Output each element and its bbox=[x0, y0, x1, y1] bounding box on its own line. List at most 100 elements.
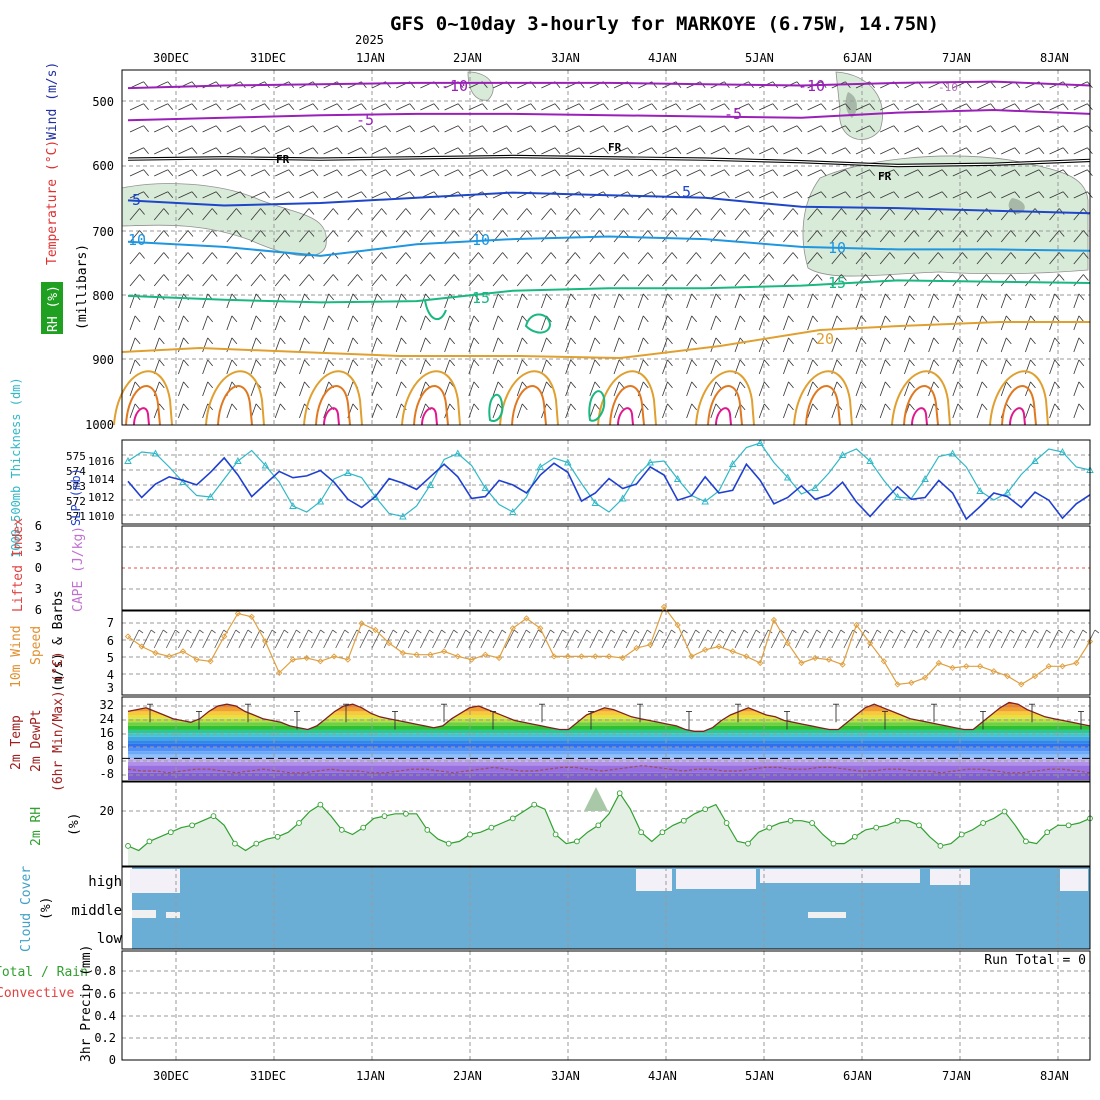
wind-barb bbox=[976, 81, 991, 89]
wind-barb-flag bbox=[603, 169, 609, 176]
wind-barb-flag bbox=[247, 629, 253, 634]
wind-barb-flag bbox=[554, 147, 561, 154]
wind-barb bbox=[299, 359, 305, 375]
cloud-axis-label: Cloud Cover bbox=[19, 866, 34, 952]
wind-barb-flag bbox=[336, 103, 343, 110]
cloud-y-axis: high middle low bbox=[71, 874, 122, 947]
wind-barb bbox=[1049, 147, 1064, 155]
wind-barb-flag bbox=[260, 274, 266, 281]
wind-barb-flag bbox=[570, 381, 577, 389]
wind-barb bbox=[819, 629, 830, 649]
wind-barb bbox=[1025, 337, 1031, 353]
wind-barb-flag bbox=[376, 403, 383, 411]
wind-barb-flag bbox=[917, 169, 924, 176]
wind-barb-flag bbox=[453, 274, 460, 281]
wind-barb-flag bbox=[236, 208, 242, 215]
wind-speed-point bbox=[509, 625, 516, 632]
wind-barb-flag bbox=[231, 293, 238, 301]
wind-barb bbox=[250, 169, 265, 177]
wind-speed-point bbox=[207, 658, 214, 665]
wind-barb-flag bbox=[695, 252, 702, 259]
wind-barb-flag bbox=[312, 125, 319, 132]
wind-barb-flag bbox=[646, 629, 652, 634]
wind-barb bbox=[1073, 381, 1080, 397]
wind-barb bbox=[395, 315, 402, 331]
wind-barb-flag bbox=[792, 208, 799, 215]
wind-barb-flag bbox=[594, 337, 601, 345]
isotherm-label: FR bbox=[608, 141, 622, 154]
wind-barb-flag bbox=[796, 169, 803, 176]
year-label: 2025 bbox=[355, 33, 384, 47]
wind-barb-flag bbox=[497, 293, 504, 301]
wind-barb-flag bbox=[288, 147, 295, 154]
wind-barb-flag bbox=[812, 403, 819, 411]
wind-barb-flag bbox=[925, 629, 930, 634]
wind-barb bbox=[758, 337, 765, 353]
wind-barb bbox=[1000, 252, 1012, 265]
wind-barb-flag bbox=[667, 381, 673, 389]
wind-barb bbox=[468, 381, 475, 397]
wind-barb bbox=[662, 252, 673, 265]
wind-barb-flag bbox=[1014, 103, 1021, 110]
wind-speed-point bbox=[921, 674, 929, 681]
wind-barb-flag bbox=[308, 208, 315, 215]
wind-barb-flag bbox=[796, 103, 803, 110]
y-tick: 500 bbox=[92, 95, 114, 109]
wind-barb-flag bbox=[304, 315, 310, 323]
wind-barb-flag bbox=[957, 403, 964, 411]
wind-barb bbox=[238, 629, 249, 649]
high-cloud-gap bbox=[1060, 869, 1088, 891]
wind-barb-flag bbox=[385, 125, 391, 132]
wind-barb-flag bbox=[284, 230, 291, 237]
wind-barb bbox=[275, 147, 289, 155]
wind-barb bbox=[783, 169, 798, 177]
wind-barb bbox=[807, 208, 818, 221]
wind-barb-flag bbox=[284, 274, 291, 281]
wind-barb-flag bbox=[344, 629, 349, 634]
wind-barb-flag bbox=[893, 103, 900, 110]
precip-convective-label: Convective bbox=[0, 986, 74, 1001]
wind-barb-flag bbox=[816, 230, 823, 237]
wind-barb bbox=[1000, 359, 1007, 375]
contour-28 bbox=[217, 385, 253, 426]
wind-barb-flag bbox=[715, 359, 722, 367]
wind-barb bbox=[468, 103, 483, 111]
wind-barb-flag bbox=[869, 125, 875, 132]
top-date-axis: 30DEC 31DEC 1JAN 2JAN 3JAN 4JAN 5JAN 6JA… bbox=[153, 51, 1069, 65]
wind-barb-flag bbox=[546, 381, 552, 389]
wind-barb bbox=[299, 230, 310, 243]
thickness-point bbox=[316, 497, 325, 505]
wind-barb bbox=[516, 293, 523, 309]
lifted-index-axis-labels: Lifted Index CAPE (J/kg) bbox=[11, 518, 86, 612]
wind-barb bbox=[734, 147, 749, 155]
temperature-axis-labels: 2m Temp 2m DewPt (6hr Min/Max) (°C) bbox=[9, 651, 66, 792]
date-label: 3JAN bbox=[551, 1069, 580, 1083]
wind-barb-flag bbox=[869, 103, 875, 110]
wind-barb-flag bbox=[671, 252, 678, 259]
upper-axis-labels: Wind (m/s) Temperature (°C) RH (%) (mill… bbox=[41, 62, 90, 334]
wind-barb-flag bbox=[312, 147, 319, 154]
wind-barb-flag bbox=[489, 629, 495, 634]
wind-barb-flag bbox=[1005, 293, 1012, 301]
wind-barb bbox=[710, 125, 725, 133]
wind-barb bbox=[831, 103, 846, 111]
wind-barb bbox=[444, 381, 451, 397]
wind-barb-flag bbox=[332, 208, 339, 215]
wind-barb bbox=[299, 169, 314, 177]
wind-barb-flag bbox=[215, 125, 222, 132]
wind-barb-flag bbox=[570, 315, 577, 323]
wind-speed-point bbox=[811, 654, 819, 662]
wind-barb bbox=[129, 230, 140, 243]
wind-speed-point bbox=[138, 643, 145, 650]
y-tick: 8 bbox=[107, 739, 114, 753]
wind-barb bbox=[347, 103, 362, 111]
wind-barb-flag bbox=[400, 315, 407, 323]
wind-barb bbox=[880, 169, 894, 177]
wind-barb bbox=[129, 337, 136, 353]
rh-point bbox=[616, 790, 623, 797]
wind-barb bbox=[444, 147, 459, 155]
wind-barb-flag bbox=[453, 208, 460, 215]
wind-barb bbox=[759, 103, 773, 111]
wind-barb bbox=[444, 230, 455, 243]
wind-barb bbox=[541, 230, 552, 243]
